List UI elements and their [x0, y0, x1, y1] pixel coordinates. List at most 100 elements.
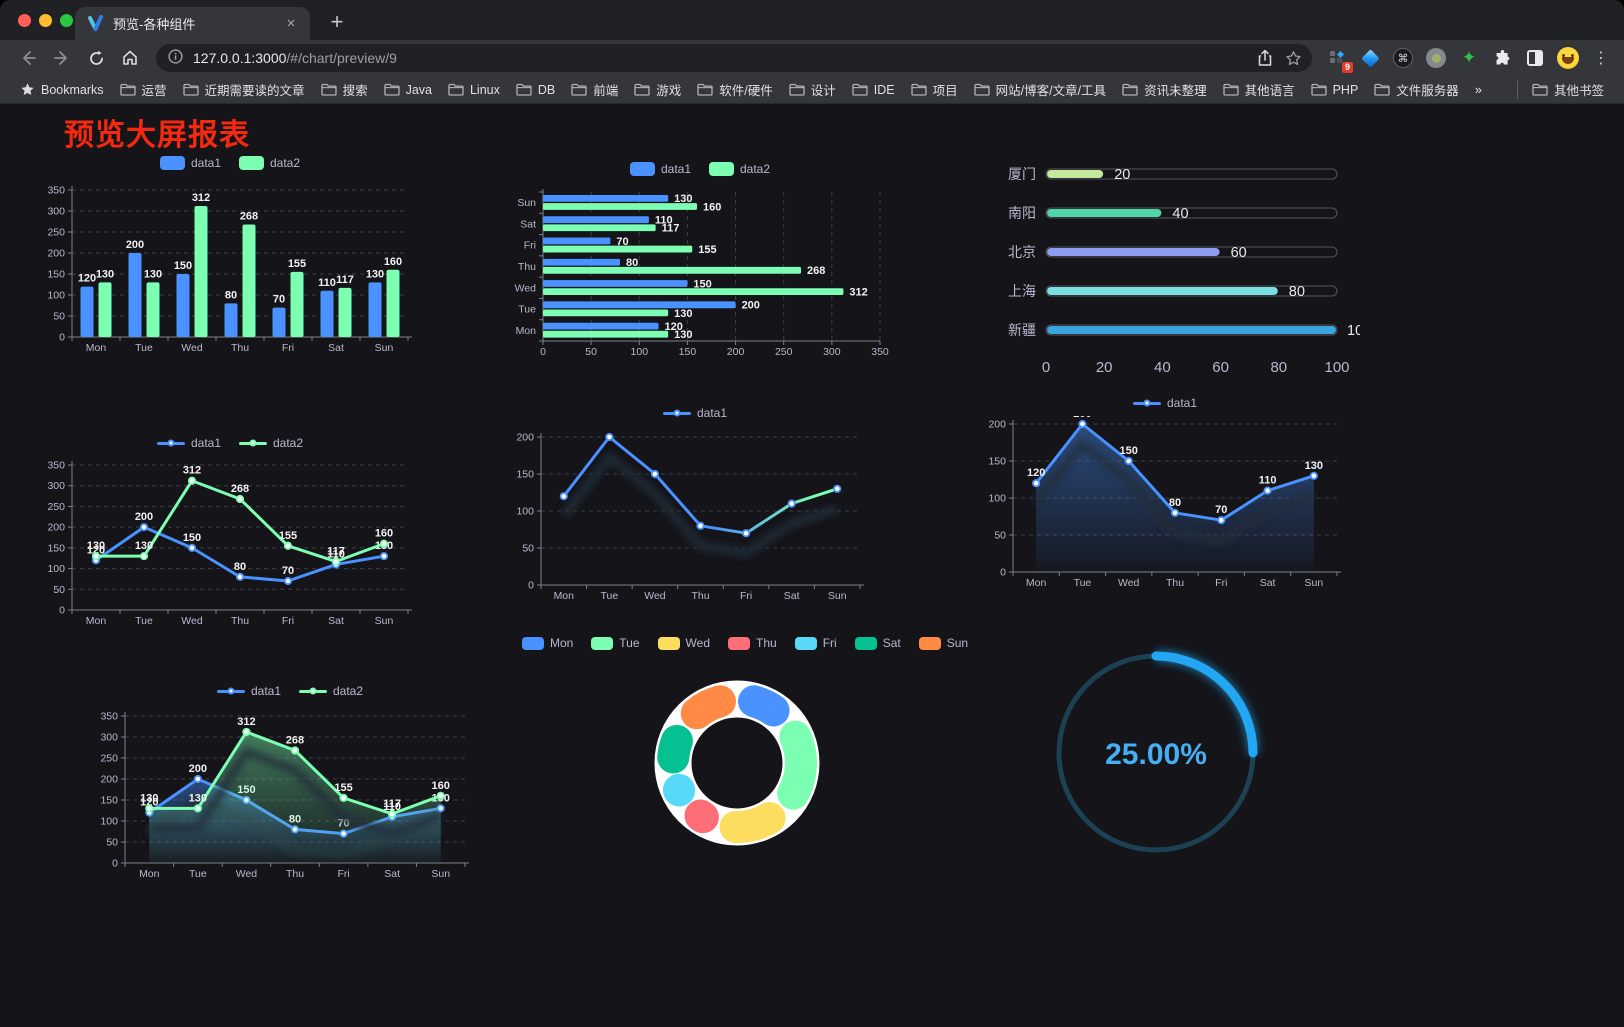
svg-text:Sat: Sat: [1260, 577, 1276, 589]
legend-label: data1: [190, 156, 221, 170]
bookmark-item-12[interactable]: 项目: [903, 77, 966, 102]
svg-text:160: 160: [384, 256, 402, 268]
bookmark-item-14[interactable]: 资讯未整理: [1114, 77, 1215, 102]
legend-item-data1[interactable]: data1: [662, 406, 727, 420]
svg-text:117: 117: [662, 223, 680, 235]
svg-text:100: 100: [988, 492, 1006, 504]
svg-text:100: 100: [1324, 359, 1349, 376]
legend-line-marker: [1132, 399, 1161, 407]
chart-gauge-ring: 25.00%: [1040, 640, 1280, 880]
svg-text:250: 250: [775, 346, 793, 358]
extensions-puzzle-icon[interactable]: [1489, 45, 1515, 71]
dark-mode-toggle-icon[interactable]: [1522, 45, 1548, 71]
green-star-extension-icon[interactable]: ✦: [1461, 48, 1477, 67]
fullscreen-window-button[interactable]: [60, 14, 73, 27]
legend-item-data1[interactable]: data1: [159, 156, 221, 170]
legend-item-Wed[interactable]: Wed: [657, 636, 710, 650]
bookmark-label: 文件服务器: [1396, 84, 1459, 98]
tab-close-icon[interactable]: ×: [286, 14, 296, 32]
bookmark-item-15[interactable]: 其他语言: [1215, 77, 1303, 102]
address-bar[interactable]: 127.0.0.1:3000/#/chart/preview/9: [156, 44, 1312, 72]
browser-tab[interactable]: 预览-各种组件 ×: [75, 7, 310, 40]
bookmark-item-4[interactable]: Java: [376, 80, 440, 100]
svg-text:150: 150: [516, 468, 534, 480]
bookmark-this-page-button[interactable]: [1285, 50, 1302, 67]
bookmark-item-10[interactable]: 设计: [781, 77, 844, 102]
forward-button[interactable]: [48, 44, 76, 72]
legend-item-Sun[interactable]: Sun: [918, 636, 969, 650]
legend-item-data2[interactable]: data2: [239, 156, 300, 170]
bookmark-label: 其他语言: [1244, 84, 1295, 98]
tab-strip: 预览-各种组件 × +: [0, 0, 1624, 40]
bookmark-label: Bookmarks: [41, 82, 104, 97]
kebab-menu-icon[interactable]: ⋮: [1593, 50, 1609, 67]
legend-item-Fri[interactable]: Fri: [794, 636, 837, 650]
svg-text:200: 200: [1073, 416, 1091, 420]
svg-text:40: 40: [1172, 206, 1188, 222]
legend-item-Tue[interactable]: Tue: [591, 636, 640, 650]
legend-item-Thu[interactable]: Thu: [728, 636, 777, 650]
url-path: /#/chart/preview/9: [286, 50, 397, 66]
legend-item-data1[interactable]: data1: [1132, 396, 1197, 410]
bookmark-item-1[interactable]: 运营: [112, 77, 175, 102]
profile-avatar[interactable]: [1555, 45, 1581, 71]
svg-text:250: 250: [100, 752, 118, 764]
folder-icon: [1122, 83, 1138, 96]
bookmark-item-0[interactable]: Bookmarks: [12, 79, 112, 100]
svg-text:Tue: Tue: [135, 342, 153, 354]
bookmark-item-6[interactable]: DB: [508, 80, 563, 100]
bookmark-item-17[interactable]: 文件服务器: [1366, 77, 1467, 102]
bookmark-item-7[interactable]: 前端: [563, 77, 626, 102]
legend-label: Sun: [946, 636, 969, 650]
site-info-icon[interactable]: [168, 49, 183, 67]
bookmark-item-13[interactable]: 网站/博客/文章/工具: [966, 77, 1114, 102]
bookmark-item-3[interactable]: 搜索: [313, 77, 376, 102]
legend-item-data1[interactable]: data1: [216, 684, 281, 698]
svg-text:120: 120: [1027, 467, 1045, 479]
recorder-extension-icon[interactable]: [1423, 45, 1449, 71]
legend-item-Mon[interactable]: Mon: [521, 636, 573, 650]
svg-text:155: 155: [334, 782, 352, 794]
svg-text:312: 312: [849, 286, 867, 298]
bookmark-item-11[interactable]: IDE: [844, 80, 903, 100]
legend-item-data1[interactable]: data1: [629, 162, 691, 176]
legend-item-data2[interactable]: data2: [299, 684, 363, 698]
bookmark-item-16[interactable]: PHP: [1303, 80, 1367, 100]
grid-diamond-extension-icon[interactable]: 9: [1324, 45, 1353, 73]
svg-text:北京: 北京: [1008, 244, 1036, 260]
legend-label: Fri: [822, 636, 837, 650]
bookmark-item-19[interactable]: 其他书签: [1524, 77, 1612, 102]
legend-item-data2[interactable]: data2: [709, 162, 770, 176]
svg-text:250: 250: [47, 226, 65, 238]
bookmark-item-8[interactable]: 游戏: [626, 77, 689, 102]
svg-text:50: 50: [53, 310, 65, 322]
svg-text:200: 200: [988, 418, 1006, 430]
command-extension-icon[interactable]: ⌘: [1390, 45, 1416, 71]
minimize-window-button[interactable]: [39, 14, 52, 27]
legend-swatch: [918, 636, 941, 650]
bookmark-item-18[interactable]: »: [1467, 80, 1490, 100]
svg-text:Sat: Sat: [328, 342, 344, 354]
legend-item-data1[interactable]: data1: [156, 436, 221, 450]
folder-icon: [119, 83, 136, 96]
back-button[interactable]: [14, 44, 42, 72]
folder-icon: [448, 83, 464, 96]
svg-text:200: 200: [47, 247, 65, 259]
svg-text:Wed: Wed: [181, 342, 203, 354]
reload-button[interactable]: [82, 44, 110, 72]
new-tab-button[interactable]: +: [330, 9, 344, 34]
folder-icon: [1374, 83, 1390, 96]
bookmark-item-9[interactable]: 软件/硬件: [689, 77, 780, 102]
bookmark-item-5[interactable]: Linux: [440, 80, 508, 100]
bookmark-item-2[interactable]: 近期需要读的文章: [175, 77, 313, 102]
legend-item-data2[interactable]: data2: [239, 436, 303, 450]
legend-line-marker: [216, 687, 245, 695]
svg-text:80: 80: [1169, 497, 1181, 509]
svg-text:Sun: Sun: [375, 615, 394, 627]
gem-extension-icon[interactable]: [1357, 45, 1383, 71]
bookmark-label: 搜索: [342, 84, 368, 98]
share-button[interactable]: [1257, 49, 1273, 67]
home-button[interactable]: [116, 44, 144, 72]
legend-item-Sat[interactable]: Sat: [854, 636, 901, 650]
close-window-button[interactable]: [18, 14, 31, 27]
